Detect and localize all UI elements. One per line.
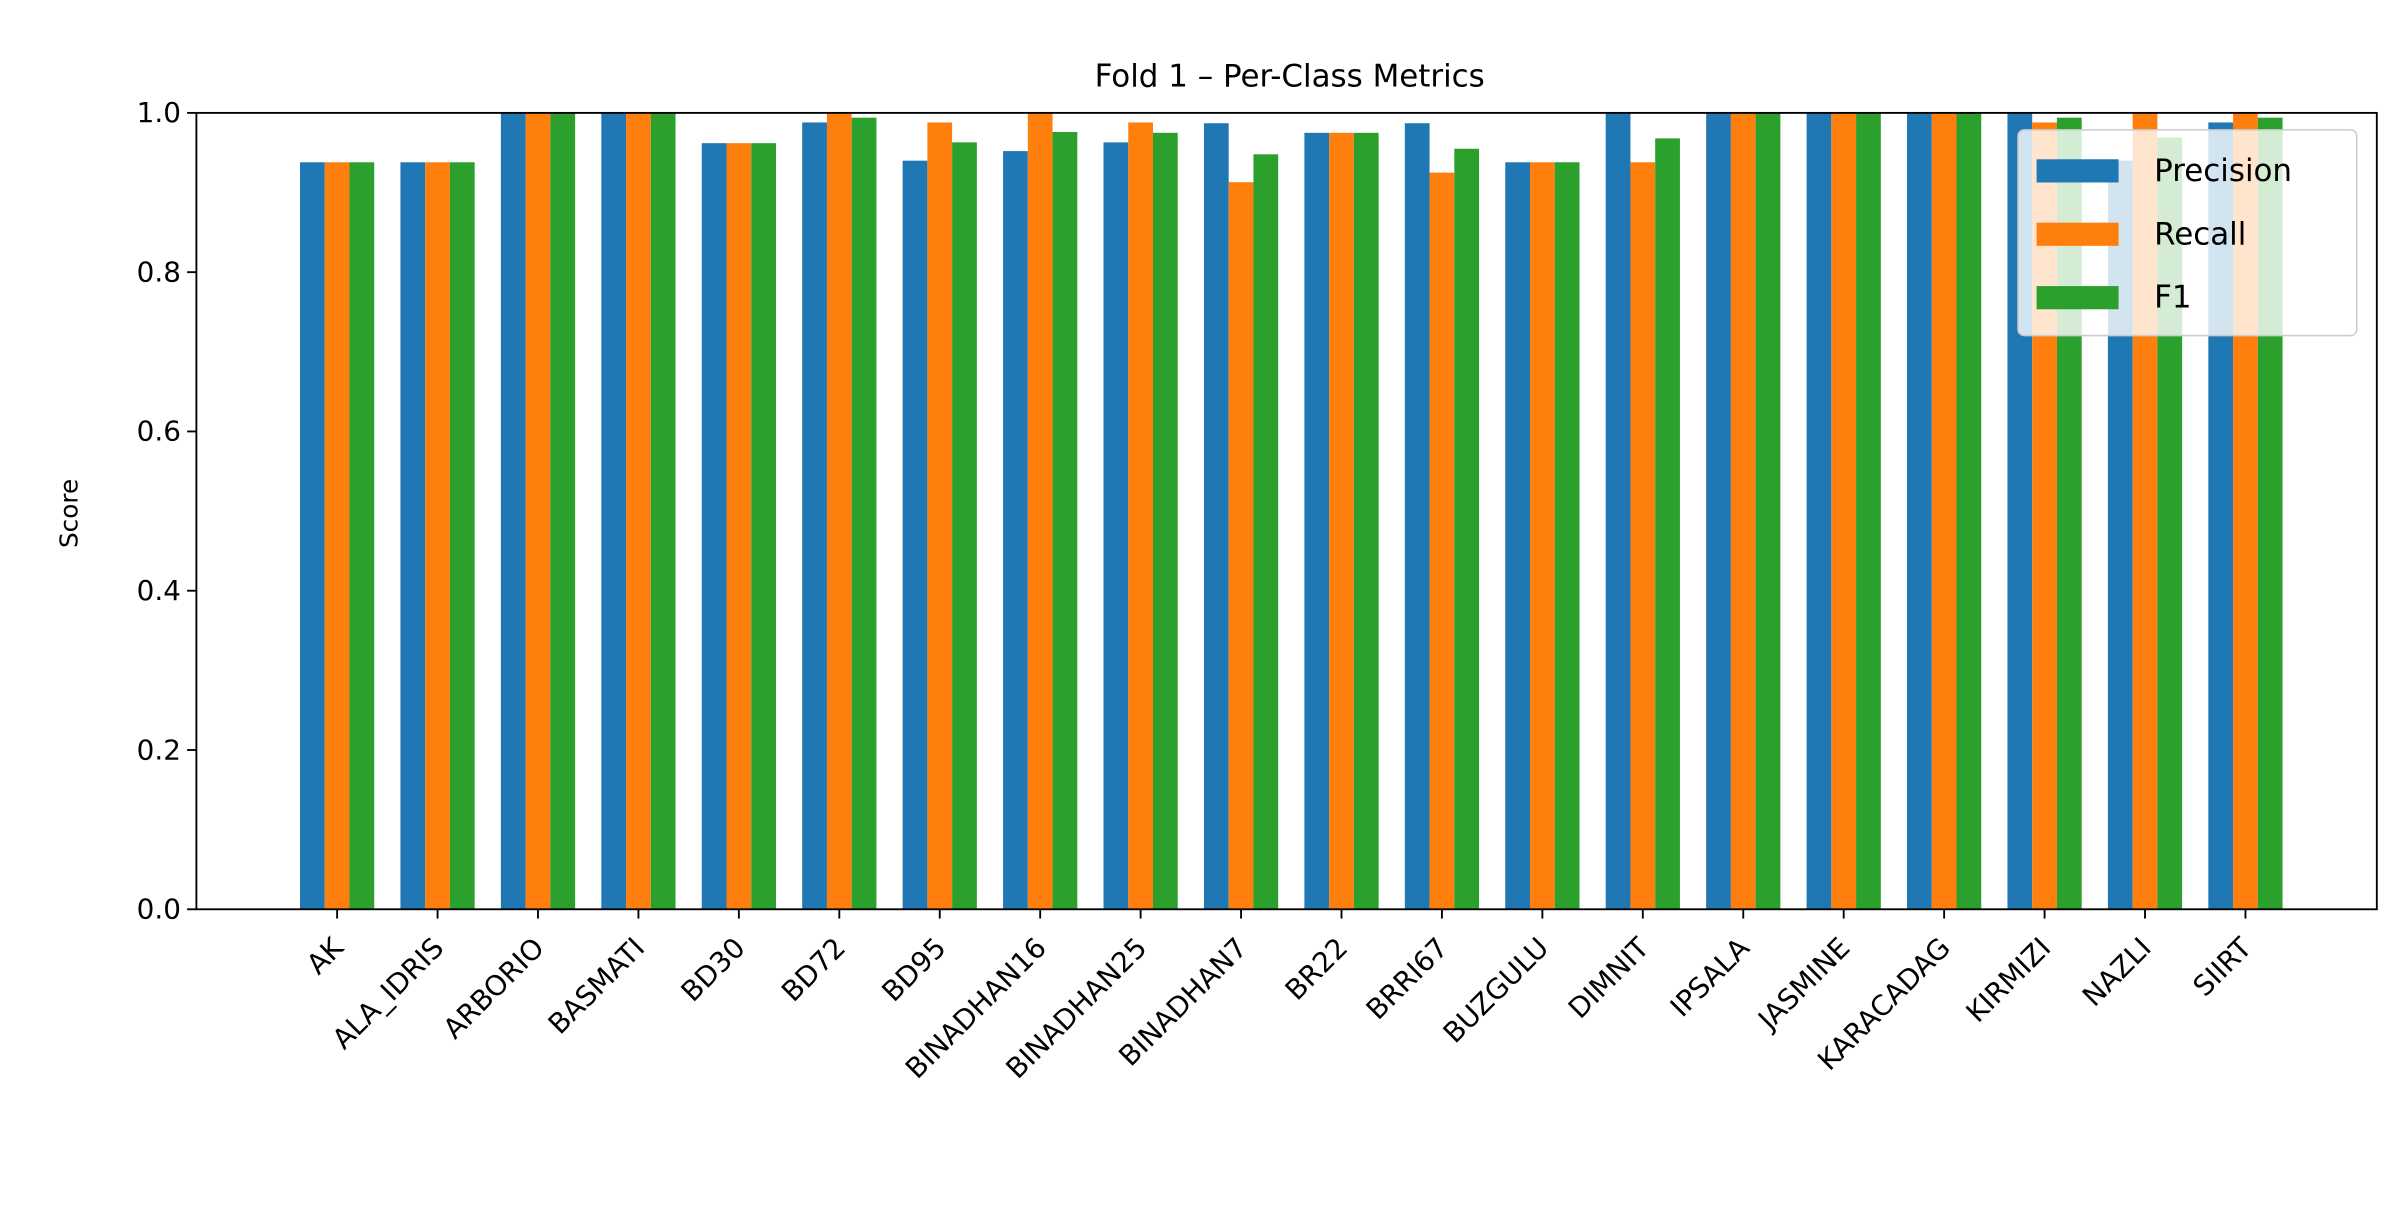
bar-recall-bd30 bbox=[726, 143, 752, 910]
y-axis: 0.0 0.2 0.4 0.6 0.8 1.0 bbox=[137, 96, 197, 926]
bar-f1-ak bbox=[349, 162, 375, 910]
bar-precision-dimnit bbox=[1605, 112, 1631, 910]
bar-f1-brri67 bbox=[1454, 148, 1480, 910]
x-tick-label-jasmine: JASMINE bbox=[1750, 931, 1856, 1037]
x-tick-label-siirt: SIIRT bbox=[2186, 930, 2258, 1002]
legend-swatch-recall bbox=[2036, 222, 2119, 246]
bar-recall-binadhan25 bbox=[1128, 122, 1153, 910]
x-tick-label-basmati: BASMATI bbox=[542, 931, 652, 1041]
x-tick-label-ipsala: IPSALA bbox=[1664, 931, 1756, 1023]
y-tick-label: 0.2 bbox=[137, 733, 181, 766]
bar-f1-bd30 bbox=[751, 143, 776, 910]
y-tick-label: 1.0 bbox=[137, 96, 181, 129]
x-tick-label-nazli: NAZLI bbox=[2076, 931, 2158, 1013]
bar-f1-binadhan25 bbox=[1152, 132, 1178, 910]
bar-f1-dimnit bbox=[1655, 138, 1680, 910]
bar-precision-brri67 bbox=[1404, 123, 1430, 910]
bar-f1-karacadag bbox=[1956, 112, 1982, 910]
bar-recall-ak bbox=[324, 162, 350, 910]
bar-precision-jasmine bbox=[1806, 112, 1832, 910]
x-tick-label-brri67: BRRI67 bbox=[1360, 931, 1455, 1026]
bar-f1-bd95 bbox=[952, 142, 977, 910]
bar-recall-basmati bbox=[626, 112, 651, 910]
bar-recall-jasmine bbox=[1831, 112, 1857, 910]
chart-title: Fold 1 – Per-Class Metrics bbox=[1095, 59, 1485, 95]
bar-precision-buzgulu bbox=[1505, 162, 1531, 910]
bar-recall-br22 bbox=[1329, 132, 1354, 910]
bar-precision-binadhan25 bbox=[1103, 142, 1129, 910]
x-tick-label-ak: AK bbox=[300, 931, 350, 981]
x-tick-label-buzgulu: BUZGULU bbox=[1437, 931, 1555, 1049]
bar-f1-buzgulu bbox=[1554, 162, 1580, 910]
bar-recall-bd95 bbox=[927, 122, 953, 910]
bar-f1-bd72 bbox=[851, 117, 877, 910]
x-tick-label-arborio: ARBORIO bbox=[437, 931, 551, 1045]
bar-f1-arborio bbox=[550, 112, 576, 910]
bar-precision-bd72 bbox=[802, 122, 827, 910]
bar-recall-brri67 bbox=[1429, 172, 1455, 910]
bar-f1-jasmine bbox=[1856, 112, 1881, 910]
bar-recall-ala-idris bbox=[425, 162, 450, 910]
y-tick-label: 0.6 bbox=[137, 415, 181, 448]
x-tick-label-bd72: BD72 bbox=[775, 931, 852, 1008]
bar-recall-arborio bbox=[525, 112, 551, 910]
bar-precision-ak bbox=[300, 162, 325, 910]
x-tick-label-br22: BR22 bbox=[1279, 931, 1355, 1007]
x-tick-label-kirmizi: KIRMIZI bbox=[1959, 931, 2057, 1029]
legend-label-precision: Precision bbox=[2154, 153, 2292, 189]
bar-precision-bd95 bbox=[902, 160, 928, 910]
y-tick-label: 0.4 bbox=[137, 574, 181, 607]
bar-recall-dimnit bbox=[1630, 162, 1656, 910]
bar-recall-binadhan7 bbox=[1228, 182, 1254, 910]
y-tick-label: 0.0 bbox=[137, 893, 181, 926]
bar-recall-binadhan16 bbox=[1027, 112, 1053, 910]
bars-group bbox=[300, 112, 2283, 910]
bar-f1-ipsala bbox=[1755, 112, 1781, 910]
bar-f1-basmati bbox=[650, 112, 676, 910]
x-tick-label-bd95: BD95 bbox=[875, 931, 952, 1008]
bar-precision-arborio bbox=[500, 112, 526, 910]
x-tick-label-dimnit: DIMNIT bbox=[1562, 930, 1657, 1025]
bar-recall-bd72 bbox=[826, 112, 852, 910]
bar-precision-ala-idris bbox=[400, 162, 426, 910]
bar-precision-br22 bbox=[1304, 132, 1330, 910]
bar-recall-karacadag bbox=[1931, 112, 1957, 910]
bar-precision-bd30 bbox=[701, 143, 727, 910]
bar-recall-ipsala bbox=[1730, 112, 1756, 910]
legend-swatch-f1 bbox=[2036, 286, 2119, 310]
bar-precision-binadhan7 bbox=[1203, 123, 1229, 910]
bar-precision-binadhan16 bbox=[1003, 151, 1028, 910]
bar-recall-buzgulu bbox=[1530, 162, 1555, 910]
plot-frame bbox=[195, 111, 2378, 911]
legend-label-recall: Recall bbox=[2154, 216, 2246, 252]
y-axis-label: Score bbox=[54, 479, 83, 548]
legend: Precision Recall F1 bbox=[2017, 129, 2358, 337]
bar-f1-binadhan7 bbox=[1253, 154, 1279, 910]
y-tick-label: 0.8 bbox=[137, 255, 181, 288]
bar-precision-ipsala bbox=[1706, 112, 1731, 910]
legend-label-f1: F1 bbox=[2154, 280, 2191, 316]
bar-precision-karacadag bbox=[1907, 112, 1932, 910]
bar-f1-br22 bbox=[1353, 132, 1379, 910]
x-tick-label-bd30: BD30 bbox=[675, 931, 752, 1008]
legend-swatch-precision bbox=[2036, 159, 2119, 183]
bar-precision-basmati bbox=[601, 112, 627, 910]
bar-f1-ala-idris bbox=[449, 162, 475, 910]
bar-f1-binadhan16 bbox=[1052, 132, 1078, 910]
